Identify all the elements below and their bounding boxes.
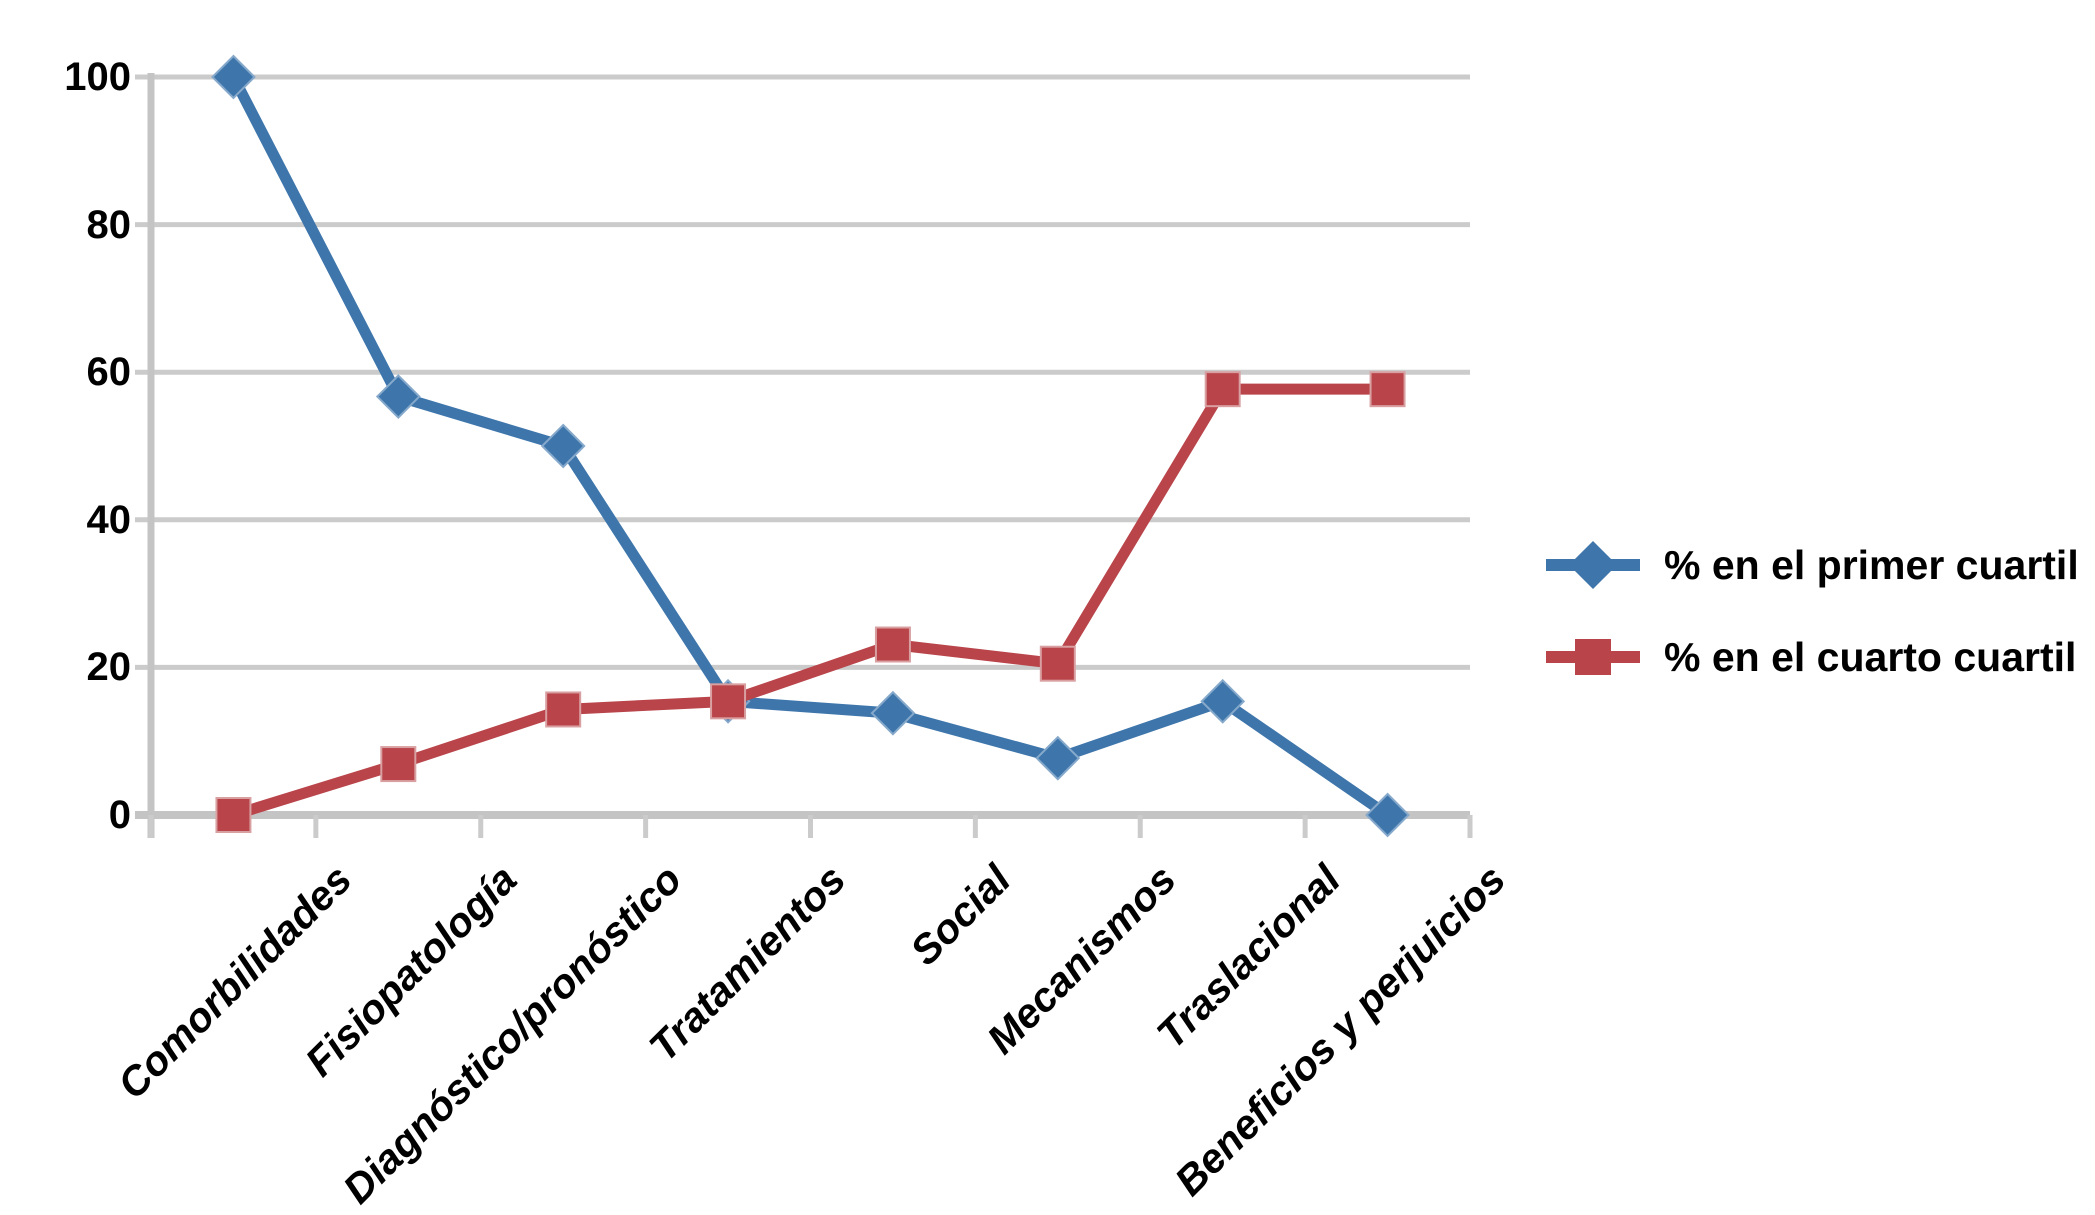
y-tick-label: 60 [86,350,132,394]
marker-square [1204,371,1241,408]
marker-diamond [1200,678,1246,724]
legend-label: % en el primer cuartil [1664,542,2079,588]
y-tick-label: 20 [86,645,132,689]
legend-item: % en el primer cuartil [1546,538,2086,592]
marker-square [1369,371,1406,408]
marker-square [710,683,747,720]
marker-diamond [1035,735,1081,781]
legend-square-icon [1575,639,1611,675]
legend-diamond-icon [1568,540,1618,590]
series-line [227,71,1394,821]
legend-item: % en el cuarto cuartil [1546,630,2086,684]
legend-label: % en el cuarto cuartil [1664,634,2077,680]
marker-square [380,746,417,783]
y-tick-label: 40 [86,498,132,542]
marker-square [215,797,252,833]
y-tick-label: 100 [64,55,131,99]
marker-square [874,626,911,663]
marker-square [1039,645,1076,682]
y-tick-label: 80 [86,203,132,247]
marker-diamond [540,423,586,469]
marker-square [545,691,582,728]
marker-diamond [211,54,256,100]
series-line [227,383,1394,821]
marker-diamond [375,374,421,419]
marker-diamond [1365,792,1410,838]
marker-diamond [870,690,916,736]
y-tick-label: 0 [108,793,131,837]
